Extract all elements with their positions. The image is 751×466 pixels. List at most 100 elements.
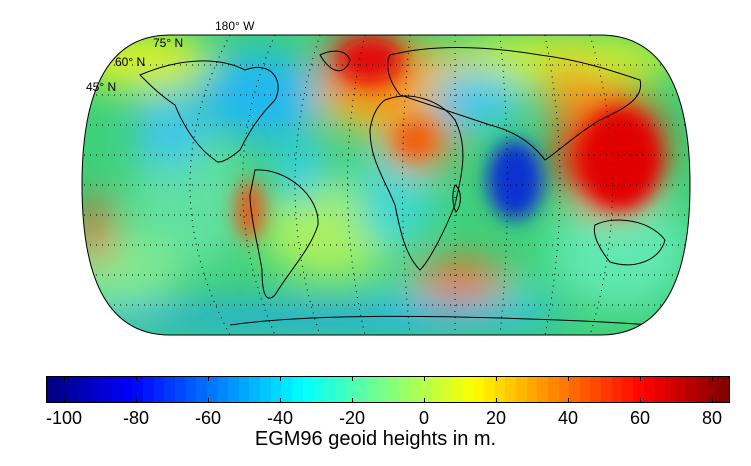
colorbar-cell bbox=[430, 377, 442, 402]
colorbar-tick-mark bbox=[496, 376, 497, 381]
colorbar-cell bbox=[526, 377, 538, 402]
colorbar-cell bbox=[654, 377, 666, 402]
colorbar-cell bbox=[707, 377, 719, 402]
colorbar-cell bbox=[388, 377, 399, 402]
colorbar-tick-label: -100 bbox=[45, 408, 83, 428]
colorbar-tick-label: -80 bbox=[122, 408, 150, 428]
colorbar-cell bbox=[494, 377, 506, 402]
colorbar-tick-mark bbox=[352, 398, 353, 403]
colorbar-cell bbox=[419, 377, 431, 402]
colorbar-cell bbox=[260, 377, 271, 402]
colorbar-tick-mark bbox=[640, 376, 641, 381]
colorbar-cell bbox=[174, 377, 186, 402]
colorbar-cell bbox=[483, 377, 495, 402]
colorbar-cell bbox=[238, 377, 250, 402]
colorbar-cell bbox=[132, 377, 143, 402]
colorbar-tick-mark bbox=[136, 376, 137, 381]
colorbar-tick-mark bbox=[136, 398, 137, 403]
colorbar-cell bbox=[68, 377, 79, 402]
colorbar-tick-mark bbox=[208, 376, 209, 381]
colorbar-cell bbox=[270, 377, 282, 402]
colorbar-cell bbox=[441, 377, 452, 402]
colorbar-cell bbox=[537, 377, 548, 402]
colorbar-tick-label: 40 bbox=[557, 408, 579, 428]
colorbar-cell bbox=[228, 377, 239, 402]
colorbar-tick-label: 0 bbox=[418, 408, 430, 428]
colorbar-tick-mark bbox=[568, 398, 569, 403]
colorbar-cell bbox=[164, 377, 175, 402]
colorbar-cell bbox=[665, 377, 676, 402]
colorbar-tick-mark bbox=[280, 398, 281, 403]
colorbar-cell bbox=[633, 377, 644, 402]
colorbar-cell bbox=[292, 377, 303, 402]
colorbar-tick-mark bbox=[640, 398, 641, 403]
lat-label-60n: 60° N bbox=[115, 55, 146, 69]
colorbar-cell bbox=[185, 377, 197, 402]
colorbar-cell bbox=[473, 377, 484, 402]
colorbar-cell bbox=[217, 377, 229, 402]
colorbar-cell bbox=[622, 377, 634, 402]
colorbar-cell bbox=[356, 377, 367, 402]
colorbar-cell bbox=[558, 377, 570, 402]
colorbar-tick-mark bbox=[712, 398, 713, 403]
colorbar-tick-label: 80 bbox=[701, 408, 723, 428]
colorbar-cell bbox=[121, 377, 133, 402]
map-frame bbox=[81, 34, 691, 336]
lat-label-45n: 45° N bbox=[86, 80, 117, 94]
colorbar-cell bbox=[462, 377, 474, 402]
colorbar-cell bbox=[206, 377, 218, 402]
colorbar-cell bbox=[366, 377, 378, 402]
geoid-map bbox=[81, 34, 691, 336]
colorbar-cell bbox=[569, 377, 580, 402]
colorbar-cell bbox=[110, 377, 122, 402]
geoid-field bbox=[82, 35, 690, 335]
colorbar-cell bbox=[196, 377, 207, 402]
colorbar-cell bbox=[409, 377, 420, 402]
colorbar-cell bbox=[601, 377, 612, 402]
colorbar-cell bbox=[249, 377, 261, 402]
colorbar-cell bbox=[505, 377, 516, 402]
colorbar-cell bbox=[100, 377, 111, 402]
colorbar-tick-mark bbox=[208, 398, 209, 403]
colorbar-tick-mark bbox=[280, 376, 281, 381]
colorbar-tick-label: -20 bbox=[338, 408, 366, 428]
colorbar-cell bbox=[451, 377, 463, 402]
colorbar-cell bbox=[398, 377, 410, 402]
colorbar-cell bbox=[78, 377, 90, 402]
colorbar-cell bbox=[281, 377, 293, 402]
colorbar-cell bbox=[334, 377, 346, 402]
lon-label-180w: 180° W bbox=[215, 19, 255, 33]
colorbar-cell bbox=[675, 377, 687, 402]
colorbar-tick-mark bbox=[352, 376, 353, 381]
colorbar-title: EGM96 geoid heights in m. bbox=[254, 428, 497, 450]
colorbar-cell bbox=[302, 377, 314, 402]
colorbar-cell bbox=[142, 377, 154, 402]
coastlines bbox=[139, 47, 666, 327]
colorbar-cell bbox=[377, 377, 388, 402]
colorbar-cell bbox=[590, 377, 602, 402]
lat-label-75n: 75° N bbox=[153, 36, 184, 50]
colorbar-tick-label: -60 bbox=[194, 408, 222, 428]
colorbar-tick-mark bbox=[424, 376, 425, 381]
colorbar-tick-label: 20 bbox=[485, 408, 507, 428]
colorbar-cell bbox=[579, 377, 591, 402]
colorbar-cell bbox=[345, 377, 357, 402]
colorbar-cell bbox=[718, 377, 729, 402]
colorbar-tick-mark bbox=[712, 376, 713, 381]
colorbar-tick-mark bbox=[424, 398, 425, 403]
colorbar-tick-mark bbox=[496, 398, 497, 403]
colorbar-cell bbox=[153, 377, 165, 402]
colorbar-tick-mark bbox=[64, 376, 65, 381]
colorbar-cell bbox=[47, 377, 58, 402]
colorbar-tick-mark bbox=[568, 376, 569, 381]
colorbar-cell bbox=[313, 377, 325, 402]
colorbar-cell bbox=[697, 377, 708, 402]
colorbar-cell bbox=[611, 377, 623, 402]
colorbar-cell bbox=[686, 377, 698, 402]
colorbar-cell bbox=[547, 377, 559, 402]
colorbar-cell bbox=[643, 377, 655, 402]
colorbar-cell bbox=[89, 377, 101, 402]
colorbar-tick-label: -40 bbox=[266, 408, 294, 428]
colorbar-cell bbox=[57, 377, 69, 402]
colorbar-tick-label: 60 bbox=[629, 408, 651, 428]
